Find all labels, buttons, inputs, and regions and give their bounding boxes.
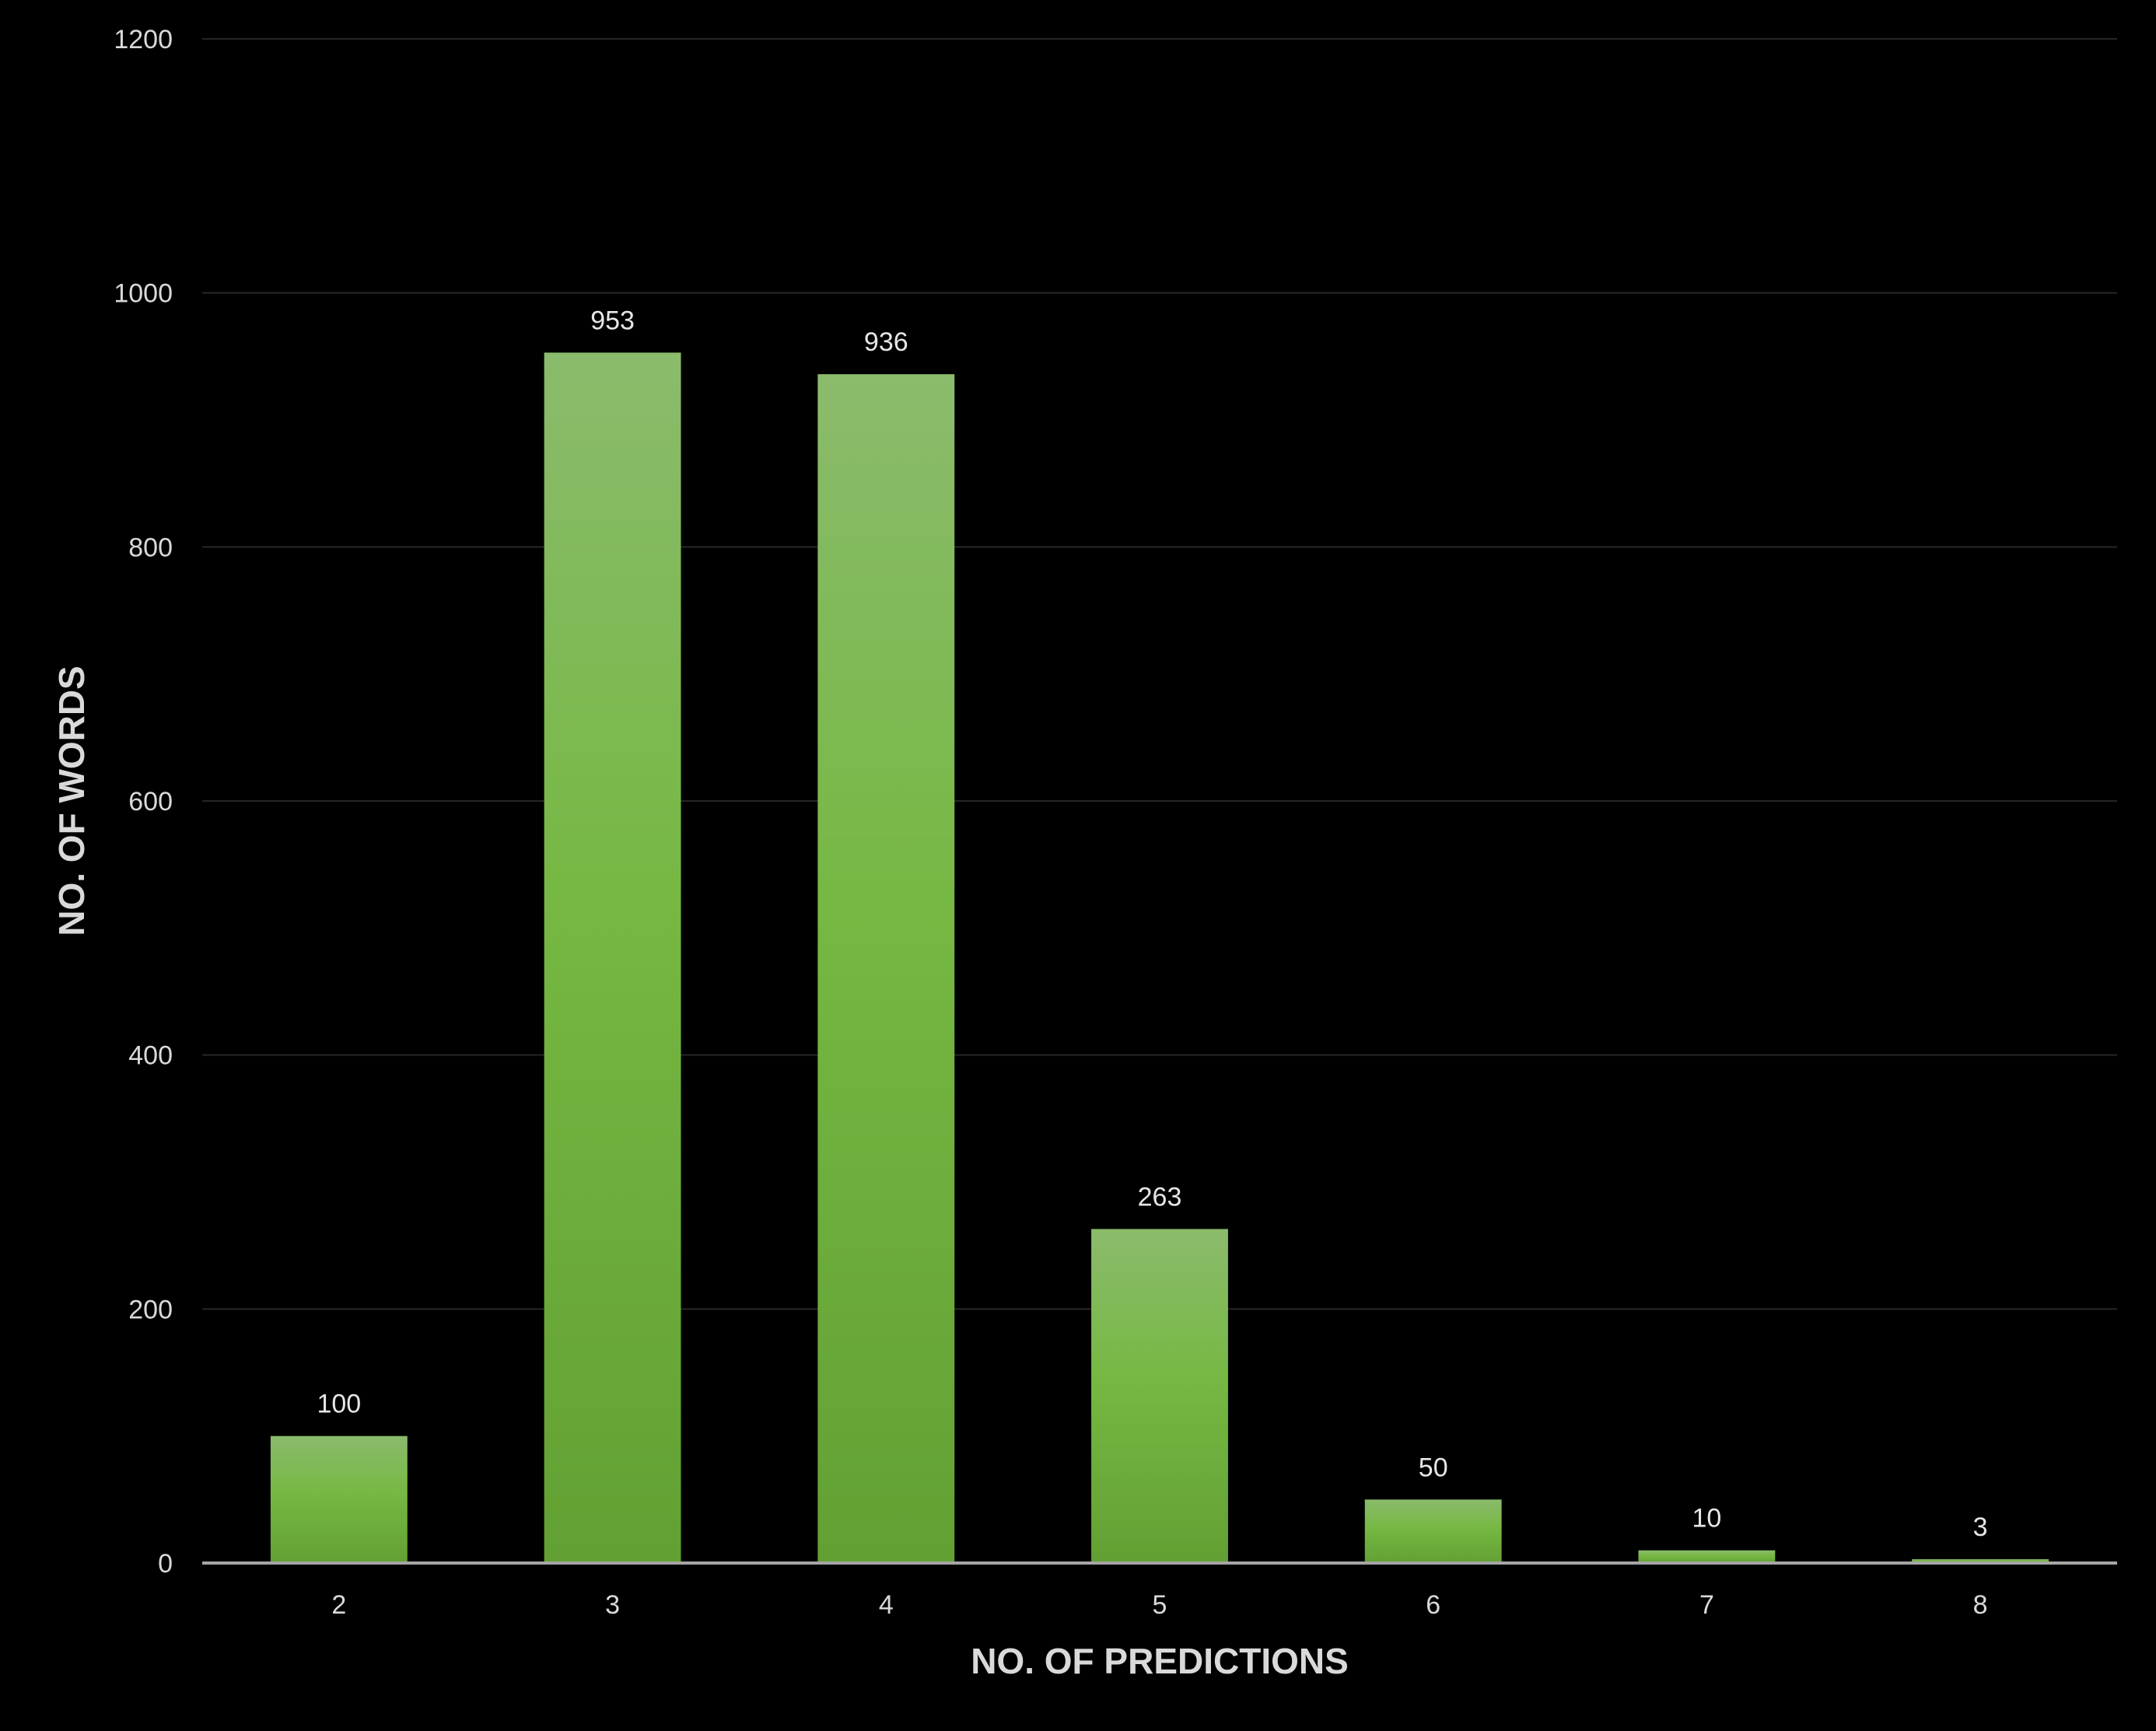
- bar-8: [1912, 1559, 2049, 1563]
- y-tick-label: 1200: [114, 25, 173, 54]
- x-tick-label: 5: [1153, 1590, 1167, 1620]
- bar-2: [270, 1436, 408, 1563]
- bar-6: [1364, 1499, 1502, 1563]
- x-tick-label: 3: [605, 1590, 620, 1620]
- data-label-4: 936: [864, 327, 908, 357]
- x-tick-label: 8: [1973, 1590, 1988, 1620]
- x-axis-ticks: 2 3 4 5 6 7 8: [331, 1590, 1987, 1620]
- x-axis-title: NO. OF PREDICTIONS: [971, 1641, 1349, 1681]
- x-tick-label: 2: [331, 1590, 346, 1620]
- x-tick-label: 4: [879, 1590, 894, 1620]
- y-tick-label: 600: [128, 787, 173, 817]
- y-tick-label: 400: [128, 1041, 173, 1071]
- data-label-8: 3: [1973, 1512, 1988, 1542]
- bar-5: [1091, 1229, 1228, 1563]
- y-tick-label: 0: [158, 1549, 173, 1579]
- x-tick-label: 7: [1699, 1590, 1714, 1620]
- bar-4: [817, 374, 955, 1564]
- y-tick-label: 800: [128, 533, 173, 562]
- data-labels: 100 953 936 263 50 10 3: [317, 306, 1987, 1542]
- y-axis-ticks: 0 200 400 600 800 1000 1200: [114, 25, 173, 1579]
- bars: [270, 352, 2049, 1564]
- data-label-2: 100: [317, 1390, 361, 1419]
- gridlines: [202, 38, 2117, 1310]
- bar-3: [544, 352, 681, 1563]
- y-axis-title: NO. OF WORDS: [51, 666, 92, 936]
- data-label-6: 50: [1419, 1453, 1448, 1482]
- x-tick-label: 6: [1426, 1590, 1440, 1620]
- data-label-3: 953: [590, 306, 635, 335]
- y-tick-label: 200: [128, 1295, 173, 1324]
- bar-7: [1638, 1550, 1776, 1563]
- data-label-5: 263: [1138, 1182, 1182, 1212]
- data-label-7: 10: [1692, 1504, 1722, 1533]
- y-tick-label: 1000: [114, 279, 173, 309]
